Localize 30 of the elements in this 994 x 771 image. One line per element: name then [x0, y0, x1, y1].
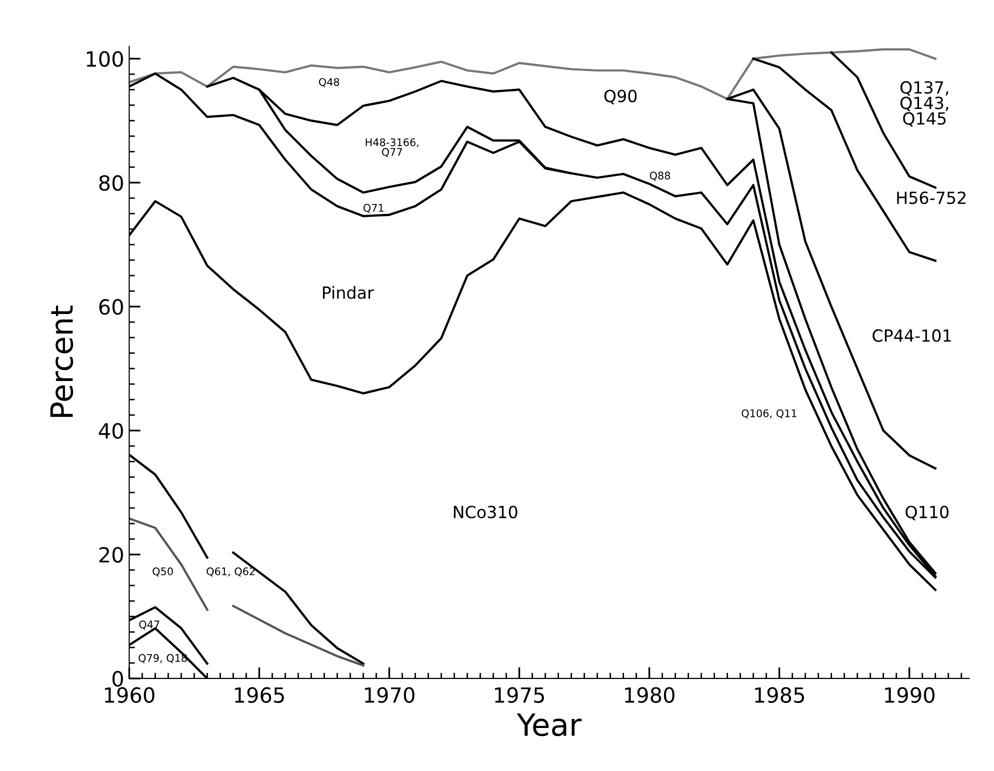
annotation: Q61, Q62 [206, 567, 255, 576]
annotation: Q90 [604, 90, 637, 104]
y-tick-label: 20 [99, 546, 123, 563]
annotation: Q137, Q143, Q145 [900, 81, 948, 127]
y-tick-label: 40 [98, 423, 123, 439]
x-tick-label: 1970 [365, 687, 414, 703]
annotation: Q71 [363, 204, 384, 213]
x-tick-label: 1985 [755, 687, 804, 703]
y-tick-label: 100 [86, 51, 123, 67]
x-tick-label: 1990 [885, 687, 934, 703]
annotation: NCo310 [454, 506, 518, 518]
annotation: Q48 [318, 78, 340, 88]
x-axis-title: Year [516, 713, 582, 736]
annotation: Q50 [152, 567, 173, 576]
x-tick-label: 1965 [235, 687, 284, 703]
annotation: CP44-101 [872, 329, 951, 342]
x-tick-label: 1960 [105, 687, 154, 703]
y-tick-label: 80 [99, 175, 123, 191]
y-axis-title: Percent [50, 306, 74, 417]
annotation: Pindar [322, 286, 374, 299]
annotation: Q88 [650, 172, 670, 181]
y-tick-label: 60 [99, 299, 123, 315]
y-tick-label: 0 [112, 670, 123, 687]
annotation: H56-752 [897, 191, 966, 204]
annotation: Q106, Q11 [742, 409, 796, 418]
annotation: H48-3166, Q77 [366, 138, 418, 158]
annotation: Q47 [139, 620, 160, 630]
annotation: Q110 [906, 506, 949, 520]
x-tick-label: 1980 [625, 687, 674, 703]
x-tick-label: 1975 [495, 687, 544, 703]
